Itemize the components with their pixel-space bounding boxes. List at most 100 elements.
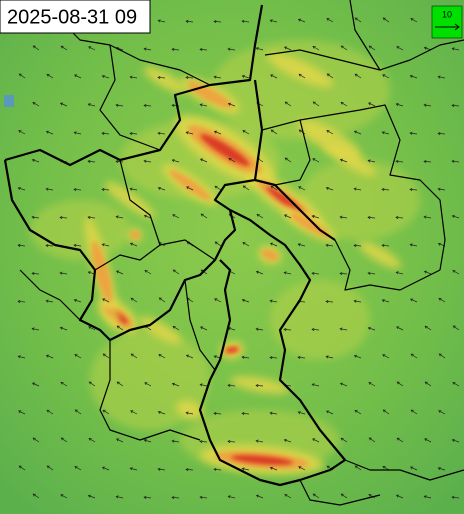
wind-arrow (32, 328, 40, 331)
wind-arrow-head (101, 131, 105, 135)
wind-arrow (172, 159, 180, 163)
wind-arrow-head (241, 467, 245, 471)
wind-arrow (18, 410, 26, 415)
wind-arrow (75, 409, 82, 415)
wind-arrow (158, 20, 166, 23)
streak-core (226, 347, 238, 353)
wind-arrow-head (367, 271, 371, 275)
wind-arrow (32, 493, 40, 499)
wind-arrow-head (256, 213, 260, 217)
wind-arrow (312, 215, 320, 219)
wind-arrow (397, 381, 404, 387)
wind-arrow-head (410, 409, 414, 413)
wind-arrow-head (438, 410, 442, 413)
wind-arrow (144, 496, 152, 499)
wind-arrow (186, 354, 194, 359)
wind-arrow-head (199, 383, 203, 387)
wind-arrow (312, 158, 320, 163)
wind-arrow (32, 102, 40, 107)
wind-arrow (452, 215, 460, 219)
wind-arrow (32, 159, 40, 163)
wind-arrow-head (339, 271, 343, 276)
wind-arrow-head (382, 465, 386, 469)
wind-arrow (144, 48, 152, 51)
streak-outer (323, 143, 377, 177)
wind-arrow (382, 354, 390, 359)
wind-arrow (326, 356, 334, 359)
wind-arrow (438, 298, 446, 303)
streak-outer (358, 241, 402, 269)
wind-arrow-head (311, 215, 315, 219)
wind-arrow-head (157, 131, 161, 135)
wind-arrow (32, 382, 40, 387)
wind-streak (220, 340, 244, 360)
wind-arrow-head (354, 465, 358, 469)
wind-arrow (327, 73, 334, 79)
wind-arrow-head (227, 383, 231, 387)
wind-arrow-head (116, 381, 120, 385)
wind-arrow-head (214, 241, 218, 245)
wind-arrow-head (45, 299, 49, 303)
wind-arrow-head (269, 466, 273, 470)
wind-arrow-head (368, 45, 372, 49)
wind-arrow (438, 188, 446, 191)
wind-arrow-head (101, 243, 105, 247)
wind-arrow (284, 101, 292, 107)
wind-arrow (116, 325, 124, 331)
wind-arrow (228, 103, 236, 107)
streak-outer (230, 376, 290, 394)
wind-arrow (74, 74, 82, 79)
wind-arrow-head (32, 437, 36, 441)
wind-arrow-head (283, 46, 288, 50)
wind-arrow (59, 217, 68, 219)
wind-arrow-head (311, 383, 315, 387)
wind-arrow (270, 242, 278, 247)
wind-arrow (256, 271, 264, 275)
wind-arrow-head (312, 46, 316, 49)
wind-arrow (368, 494, 376, 499)
wind-streak (85, 216, 119, 328)
wind-arrow-head (451, 214, 455, 218)
wind-arrow (396, 160, 404, 163)
wind-arrow (284, 439, 292, 443)
wind-arrow (354, 355, 362, 359)
wind-arrow (102, 298, 110, 303)
wind-arrow-head (409, 131, 413, 135)
wind-arrow-head (354, 17, 358, 21)
wind-arrow-head (312, 493, 316, 497)
wind-arrow-head (437, 131, 441, 136)
wind-arrow-head (368, 382, 372, 385)
wind-arrow (18, 355, 26, 359)
wind-arrow-head (17, 355, 21, 359)
wind-arrow (367, 216, 376, 219)
wind-arrow-head (269, 242, 274, 246)
wind-arrow (186, 412, 194, 415)
wind-arrow-head (59, 102, 64, 106)
water (4, 95, 14, 107)
wind-arrow-head (59, 326, 63, 330)
wind-arrow (396, 46, 404, 51)
wind-arrow (102, 466, 110, 471)
wind-arrow-head (298, 186, 302, 190)
wind-arrow-head (339, 327, 343, 331)
wind-arrow-head (157, 410, 161, 414)
wind-arrow-head (353, 299, 357, 303)
wind-arrow-head (438, 353, 442, 357)
wind-arrow (284, 494, 292, 499)
wind-arrow-head (326, 130, 330, 133)
wind-arrow-head (31, 158, 35, 162)
wind-arrow (46, 131, 54, 135)
wind-streak (138, 316, 182, 344)
wind-arrow (46, 355, 54, 359)
wind-arrow-head (396, 326, 400, 330)
wind-arrow-head (199, 103, 203, 107)
wind-arrow (270, 19, 278, 23)
wind-arrow-head (73, 131, 77, 135)
wind-arrow-head (171, 103, 175, 108)
wind-arrow (214, 298, 222, 303)
wind-arrow (158, 187, 166, 191)
wind-arrow-head (325, 299, 329, 304)
wind-arrow-head (270, 129, 274, 133)
wind-arrow (271, 129, 278, 135)
wind-arrow-head (116, 325, 120, 329)
